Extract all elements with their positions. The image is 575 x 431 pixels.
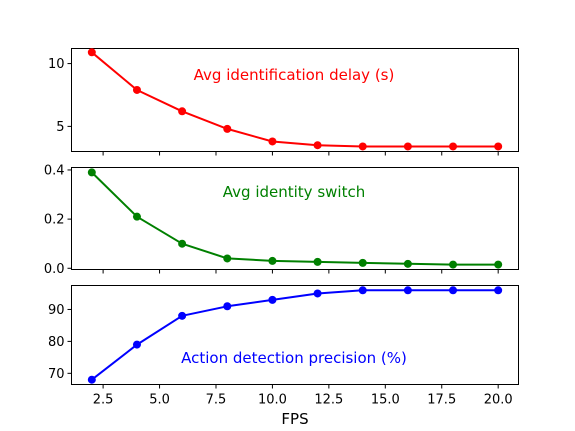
data-point: [449, 286, 458, 295]
data-point: [223, 124, 232, 133]
x-tick-label: 20.0: [484, 393, 513, 408]
x-axis-label: FPS: [281, 410, 308, 428]
data-point: [268, 295, 277, 304]
x-tick-label: 12.5: [314, 393, 343, 408]
data-point: [268, 256, 277, 265]
data-point: [358, 142, 367, 151]
data-point: [87, 48, 96, 57]
series-line: [91, 171, 499, 266]
data-point: [132, 340, 141, 349]
series-line: [91, 51, 499, 148]
x-tick-label: 15.0: [371, 393, 400, 408]
y-tick-label: 5: [56, 120, 64, 135]
data-point: [223, 302, 232, 311]
data-point: [313, 257, 322, 266]
data-point: [178, 107, 187, 116]
chart-panel-1: 5 10 Avg identification delay (s): [48, 48, 519, 156]
y-tick-label: 10: [48, 57, 65, 72]
panel-annotation: Avg identification delay (s): [194, 66, 395, 84]
chart-panel-3: 70 80 90 2.5 5.0 7.5 10.0 12.5 15.0 17.5 20.0 Actio…: [48, 285, 519, 408]
chart-panel-2: 0.0 0.2 0.4 Avg identity switch: [44, 163, 519, 277]
panel-annotation: Avg identity switch: [223, 183, 365, 201]
data-point: [494, 142, 503, 151]
panels: 5 10 Avg identification delay (s) 0.0 0.2 0.4…: [44, 48, 519, 408]
x-tick-label: 2.5: [93, 393, 114, 408]
data-point: [132, 212, 141, 221]
data-point: [494, 260, 503, 269]
data-point: [358, 286, 367, 295]
y-tick-label: 90: [48, 303, 65, 318]
data-point: [87, 168, 96, 177]
data-point: [403, 259, 412, 268]
axes-frame: [71, 167, 519, 270]
x-tick-label: 7.5: [206, 393, 227, 408]
data-point: [494, 286, 503, 295]
data-point: [313, 289, 322, 298]
x-tick-label: 5.0: [149, 393, 170, 408]
data-point: [87, 375, 96, 384]
y-tick-label: 0.0: [44, 262, 65, 277]
data-point: [449, 260, 458, 269]
x-tick-label: 17.5: [427, 393, 456, 408]
data-point: [268, 137, 277, 146]
y-tick-label: 80: [48, 335, 65, 350]
data-point: [449, 142, 458, 151]
data-point: [178, 311, 187, 320]
axes-frame: [71, 48, 519, 152]
data-point: [403, 286, 412, 295]
data-point: [178, 239, 187, 248]
data-point: [358, 258, 367, 267]
x-tick-label: 10.0: [258, 393, 287, 408]
data-point: [132, 85, 141, 94]
axes-frame: [71, 285, 519, 385]
y-tick-label: 70: [48, 367, 65, 382]
y-tick-label: 0.4: [44, 163, 65, 178]
data-point: [313, 141, 322, 150]
panel-annotation: Action detection precision (%): [181, 349, 407, 367]
data-point: [403, 142, 412, 151]
series-line: [91, 289, 499, 381]
data-point: [223, 254, 232, 263]
y-tick-label: 0.2: [44, 213, 65, 228]
